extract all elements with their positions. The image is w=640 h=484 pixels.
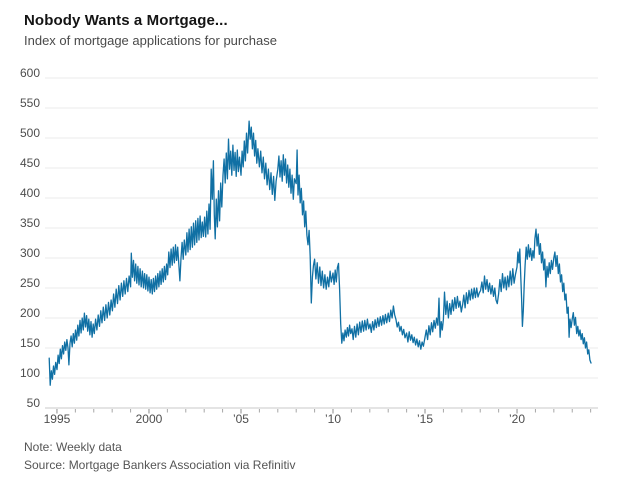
y-tick-label: 500 bbox=[20, 126, 40, 140]
y-tick-label: 250 bbox=[20, 276, 40, 290]
x-tick-label: ’05 bbox=[233, 412, 249, 426]
y-tick-label: 300 bbox=[20, 246, 40, 260]
y-tick-label: 100 bbox=[20, 366, 40, 380]
y-tick-label: 600 bbox=[20, 66, 40, 80]
chart-title: Nobody Wants a Mortgage... bbox=[24, 12, 228, 29]
data-line bbox=[48, 120, 592, 386]
x-tick-label: ’15 bbox=[417, 412, 433, 426]
y-tick-label: 350 bbox=[20, 216, 40, 230]
y-tick-label: 550 bbox=[20, 96, 40, 110]
x-tick-label: ’20 bbox=[509, 412, 525, 426]
chart-source: Source: Mortgage Bankers Association via… bbox=[24, 458, 296, 472]
y-tick-label: 450 bbox=[20, 156, 40, 170]
x-tick-label: 1995 bbox=[44, 412, 71, 426]
y-tick-label: 150 bbox=[20, 336, 40, 350]
x-tick-label: ’10 bbox=[325, 412, 341, 426]
y-tick-label: 400 bbox=[20, 186, 40, 200]
chart-note: Note: Weekly data bbox=[24, 440, 122, 454]
chart-subtitle: Index of mortgage applications for purch… bbox=[24, 33, 277, 48]
x-tick-label: 2000 bbox=[136, 412, 163, 426]
y-tick-label: 200 bbox=[20, 306, 40, 320]
y-tick-label: 50 bbox=[27, 396, 41, 410]
